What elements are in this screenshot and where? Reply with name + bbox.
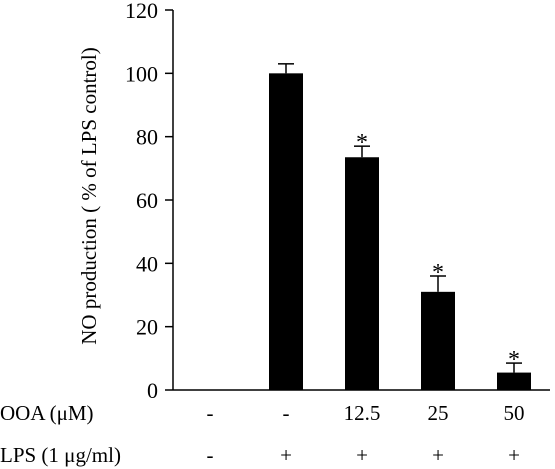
condition-value: +: [356, 443, 368, 467]
bar: [421, 291, 455, 390]
significance-marker: *: [508, 347, 520, 373]
y-tick-label: 40: [136, 251, 158, 276]
condition-row-label: OOA (μM): [0, 401, 94, 425]
condition-row-label: LPS (1 μg/ml): [0, 443, 121, 467]
condition-value: +: [280, 443, 292, 467]
y-axis-label: NO production ( % of LPS control): [77, 47, 101, 344]
bar: [345, 157, 379, 390]
condition-value: -: [207, 401, 214, 425]
condition-value: +: [508, 443, 520, 467]
y-tick-label: 0: [147, 378, 158, 403]
y-tick-label: 120: [125, 0, 158, 23]
condition-table: OOA (μM) - - 12.5 25 50 LPS (1 μg/ml) - + + + +: [0, 401, 525, 467]
y-tick-label: 80: [136, 125, 158, 150]
axes: 0 20 40 60 80 100 120: [125, 0, 550, 403]
condition-value: 12.5: [344, 401, 381, 425]
condition-value: 25: [428, 401, 449, 425]
bar: [497, 372, 531, 390]
bar: [269, 73, 303, 390]
significance-marker: *: [432, 260, 444, 286]
y-tick-label: 60: [136, 188, 158, 213]
condition-value: 50: [504, 401, 525, 425]
condition-value: -: [283, 401, 290, 425]
y-tick-label: 20: [136, 315, 158, 340]
y-tick-label: 100: [125, 61, 158, 86]
condition-value: -: [207, 443, 214, 467]
condition-value: +: [432, 443, 444, 467]
bars: * * *: [269, 63, 531, 390]
significance-marker: *: [356, 130, 368, 156]
